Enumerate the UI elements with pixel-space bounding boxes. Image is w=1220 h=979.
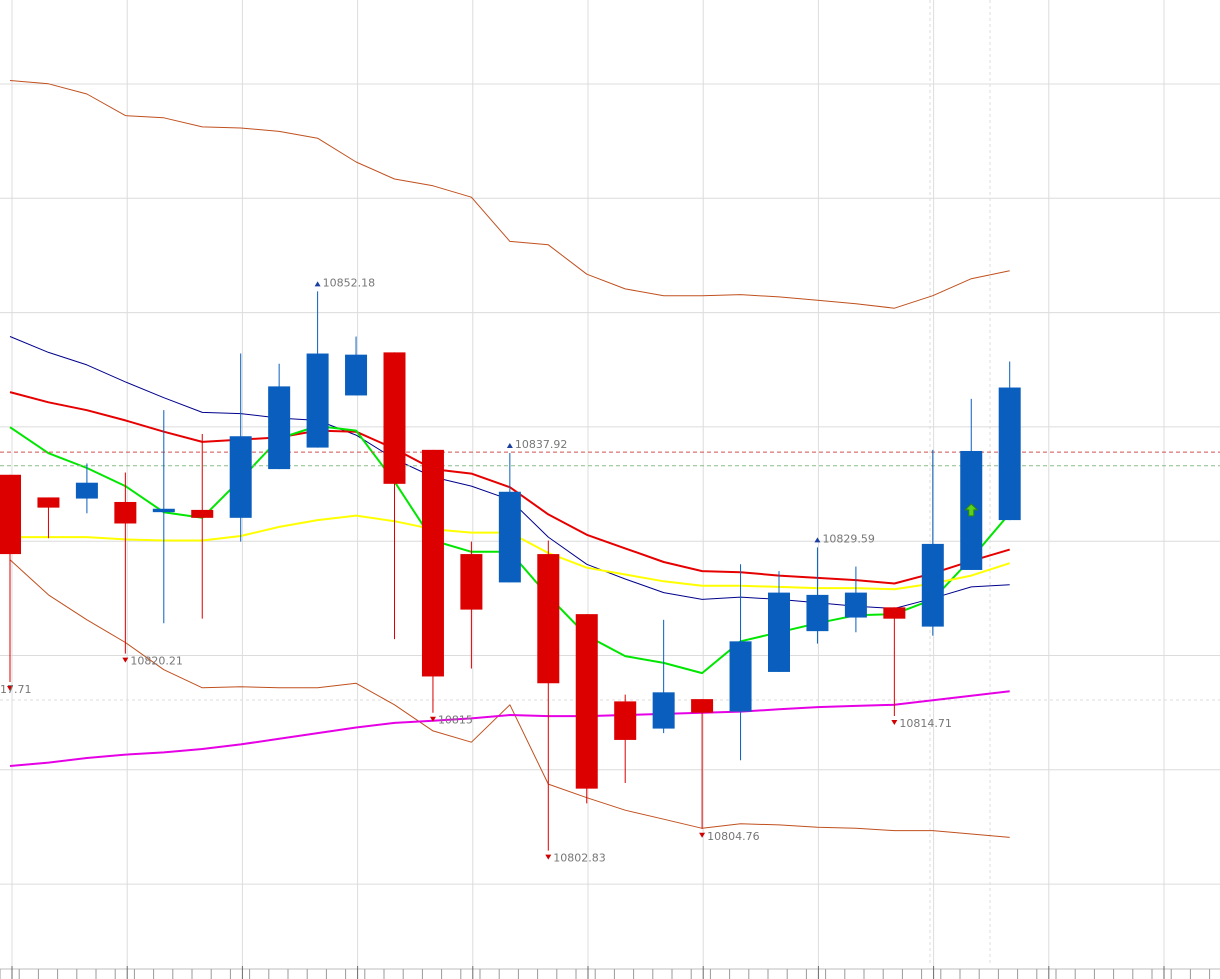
- low-marker-icon: [699, 832, 706, 838]
- candle: [37, 497, 60, 539]
- indicator-line-1: [9, 80, 1010, 309]
- candle-body-bear: [421, 449, 444, 677]
- candle: [0, 474, 21, 683]
- high-price-label: 10837.92: [515, 438, 568, 451]
- candle: [652, 619, 675, 734]
- candle: [691, 699, 714, 829]
- low-marker-icon: [891, 720, 898, 726]
- candle: [768, 571, 790, 672]
- price-level-lines: [0, 451, 1220, 467]
- indicator-line-2: [9, 559, 1010, 838]
- candle-body-bear: [575, 614, 598, 789]
- candle: [614, 694, 637, 783]
- candle: [883, 607, 906, 717]
- low-price-label: 10820.21: [130, 655, 183, 668]
- candle: [75, 463, 98, 514]
- candle: [960, 398, 983, 570]
- candle-body-bull: [306, 353, 329, 448]
- candle-body-bear: [691, 699, 714, 713]
- candle-body-bull: [345, 354, 368, 396]
- high-price-label: 10829.59: [822, 532, 875, 545]
- low-marker-icon: [429, 716, 436, 722]
- candle: [998, 361, 1021, 521]
- candle-body-bear: [537, 554, 560, 684]
- candle-body-bull: [729, 641, 752, 712]
- candle-body-bull: [152, 508, 175, 513]
- candle-body-bull: [498, 491, 521, 583]
- low-price-label: 10804.76: [707, 830, 760, 843]
- candle: [498, 453, 521, 583]
- candle: [229, 353, 252, 542]
- candle-body-bull: [998, 387, 1021, 521]
- candle-body-bull: [652, 692, 675, 729]
- candle-body-bull: [921, 543, 944, 627]
- candle-body-bear: [383, 352, 406, 484]
- low-price-label: 17.71: [0, 683, 32, 696]
- candle-body-bear: [614, 701, 637, 740]
- candle: [537, 540, 560, 851]
- candle-body-bear: [460, 554, 483, 610]
- candle: [575, 614, 598, 804]
- candle-body-bear: [37, 497, 60, 508]
- candle: [191, 433, 214, 619]
- high-marker-icon: [506, 443, 513, 449]
- candle: [152, 410, 175, 624]
- candle-body-bull: [806, 594, 829, 632]
- high-marker-icon: [314, 281, 321, 287]
- candle: [421, 449, 444, 713]
- low-price-label: 10815: [438, 714, 473, 727]
- low-marker-icon: [7, 686, 13, 692]
- candle: [383, 352, 406, 640]
- indicator-line-7: [9, 690, 1010, 767]
- candle-body-bear: [0, 474, 21, 555]
- candle: [921, 449, 944, 636]
- candle: [345, 336, 368, 396]
- high-marker-icon: [814, 537, 821, 543]
- signal-markers: [964, 503, 979, 517]
- green-up-arrow-icon: [964, 503, 979, 517]
- candle-body-bull: [268, 386, 291, 470]
- candle-body-bear: [883, 607, 906, 619]
- candle-body-bull: [844, 592, 867, 618]
- time-axis: [0, 966, 1220, 979]
- candle: [844, 566, 867, 633]
- candle: [114, 472, 137, 654]
- candle: [806, 547, 829, 644]
- candles: [0, 291, 1021, 851]
- high-price-label: 10852.18: [323, 276, 376, 289]
- low-marker-icon: [545, 854, 552, 860]
- low-marker-icon: [122, 657, 129, 663]
- candle: [306, 291, 329, 448]
- price-labels: 17.71 10820.21 10852.18 10815 10837.92 10802.…: [0, 276, 952, 864]
- candle-body-bear: [114, 501, 137, 524]
- candle-body-bull: [75, 482, 98, 499]
- candle-body-bull: [768, 592, 790, 672]
- low-price-label: 10814.71: [899, 717, 952, 730]
- candle-body-bull: [229, 436, 252, 518]
- candle-body-bear: [191, 509, 214, 518]
- candle: [729, 564, 752, 761]
- low-price-label: 10802.83: [553, 852, 606, 865]
- candle: [460, 541, 483, 669]
- candle: [268, 363, 291, 470]
